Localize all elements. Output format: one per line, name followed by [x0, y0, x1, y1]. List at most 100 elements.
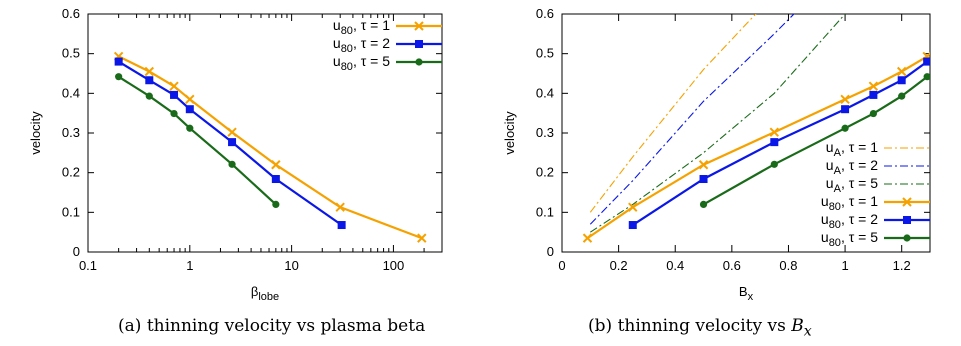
chart-a-series-1-point-1 — [145, 76, 154, 85]
chart-b-series-4-point-5 — [897, 76, 906, 85]
chart-b-series-5-line — [702, 75, 928, 206]
chart-b-xtick-label-5: 1 — [841, 258, 848, 273]
chart-a-thinning-velocity-vs-beta: 00.10.20.30.40.50.60.1 1 10 100velocityβlob… — [28, 6, 443, 303]
chart-b-series-3-point-3-b — [769, 127, 780, 137]
chart-b-legend-label-0-main: u — [826, 139, 834, 155]
chart-b-series-5-point-3 — [869, 109, 877, 118]
chart-a-series-2-line — [118, 75, 277, 206]
caption-a-text: thinning velocity vs plasma beta — [146, 316, 426, 336]
chart-b-legend-marker-4 — [903, 216, 911, 224]
chart-b-legend-label-1-main: u — [826, 157, 834, 173]
chart-b-legend-label-5: u80, τ = 5 — [821, 229, 878, 249]
chart-b-legend-label-3-main: u — [821, 193, 829, 209]
chart-b-series-4-point-2 — [770, 138, 779, 147]
chart-b-legend-label-2-main: u — [826, 175, 834, 191]
chart-b-series-3-line — [586, 55, 928, 240]
chart-b-series-0-line — [589, 14, 757, 213]
chart-b-legend-label-4-rest: , τ = 2 — [841, 211, 878, 227]
chart-b-series-1-line — [589, 14, 795, 225]
chart-b-series-3-point-4 — [840, 94, 850, 104]
chart-b-series-3-point-4-b — [840, 94, 850, 104]
chart-a-legend-marker-2 — [415, 58, 423, 66]
chart-a-legend-label-0-main: u — [333, 17, 341, 33]
chart-a-ytick-label-1: 0.1 — [62, 204, 80, 219]
chart-b-series-3-point-1 — [628, 202, 638, 212]
chart-b-series-3-point-2 — [698, 160, 709, 170]
chart-b-legend-label-1-sub: A — [834, 165, 842, 177]
chart-a-series-2-point-2 — [170, 109, 178, 118]
chart-b-series-3-point-0-b — [582, 233, 593, 243]
chart-b-legend-label-5-rest: , τ = 5 — [841, 229, 878, 245]
caption-a-label: (a) — [118, 316, 142, 336]
chart-a-legend-label-2-sub: 80 — [341, 61, 353, 73]
chart-a-ytick-label-2: 0.2 — [62, 165, 80, 180]
chart-b-xlabel: Bx — [739, 284, 754, 303]
chart-b-series-3-point-5 — [868, 81, 879, 91]
chart-a-series-2-point-4 — [228, 160, 236, 168]
chart-b-xlabel-sub: x — [748, 291, 754, 303]
chart-a-series-0-point-1-b — [144, 66, 155, 77]
chart-a-legend-label-0: u80, τ = 1 — [333, 17, 390, 37]
chart-b-legend-marker-3-b — [902, 197, 912, 207]
caption-a: (a) thinning velocity vs plasma beta — [118, 316, 425, 336]
chart-b-series-5-point-0 — [699, 200, 708, 208]
chart-b-ylabel: velocity — [502, 111, 517, 155]
chart-a-ytick-label-3: 0.3 — [62, 125, 80, 140]
chart-a-legend-label-2: u80, τ = 5 — [333, 53, 390, 73]
chart-b-series-4-point-6 — [923, 57, 930, 66]
caption-b-math-main: B — [791, 316, 804, 336]
chart-b-series-3-point-6 — [896, 66, 907, 77]
chart-a-series-2-point-0 — [115, 73, 123, 81]
chart-a-series-0-point-3 — [185, 94, 195, 104]
chart-a-legend-label-2-main: u — [333, 53, 341, 69]
chart-a-series-0-point-4 — [227, 127, 237, 137]
chart-b-legend-marker-3 — [902, 197, 912, 207]
chart-b-thinning-velocity-vs-bx: 0 0.1 0.2 0.3 0.4 0.5 0.6 0 0.2 0.4 0.6 0.8 1 1.2 velo… — [502, 6, 931, 303]
chart-b-legend-label-4: u80, τ = 2 — [821, 211, 878, 231]
chart-b-series-5-point-4 — [898, 92, 906, 100]
chart-b-ytick-label-5: 0.5 — [536, 46, 554, 61]
chart-a-series-2-point-5 — [272, 200, 280, 208]
chart-b-legend-label-0: uA, τ = 1 — [826, 139, 878, 159]
chart-b-legend-label-2-sub: A — [834, 183, 842, 195]
chart-b-legend-label-3-rest: , τ = 1 — [841, 193, 878, 209]
chart-a-series-0-point-5 — [271, 160, 281, 170]
chart-a-series-0-point-2 — [169, 81, 179, 91]
chart-a-legend-label-0-sub: 80 — [341, 25, 353, 37]
chart-b-legend-label-2-rest: , τ = 5 — [841, 175, 878, 191]
chart-b-legend-label-0-rest: , τ = 1 — [841, 139, 878, 155]
chart-a-series-1-point-2 — [170, 90, 179, 99]
chart-a-series-0-point-7 — [417, 233, 427, 243]
chart-b-legend-label-1: uA, τ = 2 — [826, 157, 878, 177]
chart-b-series-4-point-0 — [628, 221, 637, 230]
chart-a-ytick-label-5: 0.5 — [62, 46, 80, 61]
chart-b-xtick-label-6: 1.2 — [893, 258, 911, 273]
chart-b-ytick-label-2: 0.2 — [536, 165, 554, 180]
chart-b-ytick-label-6: 0.6 — [536, 6, 554, 21]
chart-a-series-0-point-3-b — [185, 94, 195, 104]
chart-a-series-2-point-3 — [186, 124, 194, 132]
chart-a-series-0-point-4-b — [227, 127, 237, 137]
chart-b-series-4-point-1 — [699, 175, 708, 184]
chart-b-legend-label-3-sub: 80 — [829, 201, 841, 213]
chart-b-series-5-point-2 — [841, 124, 849, 132]
chart-b-series-3-point-2-b — [698, 160, 709, 170]
chart-a-ytick-label-0: 0 — [73, 244, 80, 259]
chart-b-xtick-label-2: 0.4 — [666, 258, 684, 273]
chart-b-legend-label-4-sub: 80 — [829, 219, 841, 231]
chart-a-series-1-point-5 — [271, 175, 280, 184]
chart-a-legend-label-1: u80, τ = 2 — [333, 35, 390, 55]
chart-a-series-area — [113, 51, 427, 243]
chart-a-legend-label-1-rest: , τ = 2 — [353, 35, 390, 51]
chart-a-legend-label-1-sub: 80 — [341, 43, 353, 55]
chart-a-legend-marker-0 — [414, 21, 424, 31]
caption-b-label: (b) — [588, 316, 613, 336]
chart-b-legend-label-4-main: u — [821, 211, 829, 227]
chart-a-xlabel-main: β — [251, 284, 258, 299]
chart-b-series-3-point-6-b — [896, 66, 907, 77]
chart-b-legend-label-1-rest: , τ = 2 — [841, 157, 878, 173]
chart-b-series-2-line — [589, 14, 846, 233]
chart-a-xtick-label-3: 100 — [383, 258, 405, 273]
chart-a-ylabel: velocity — [28, 111, 43, 155]
